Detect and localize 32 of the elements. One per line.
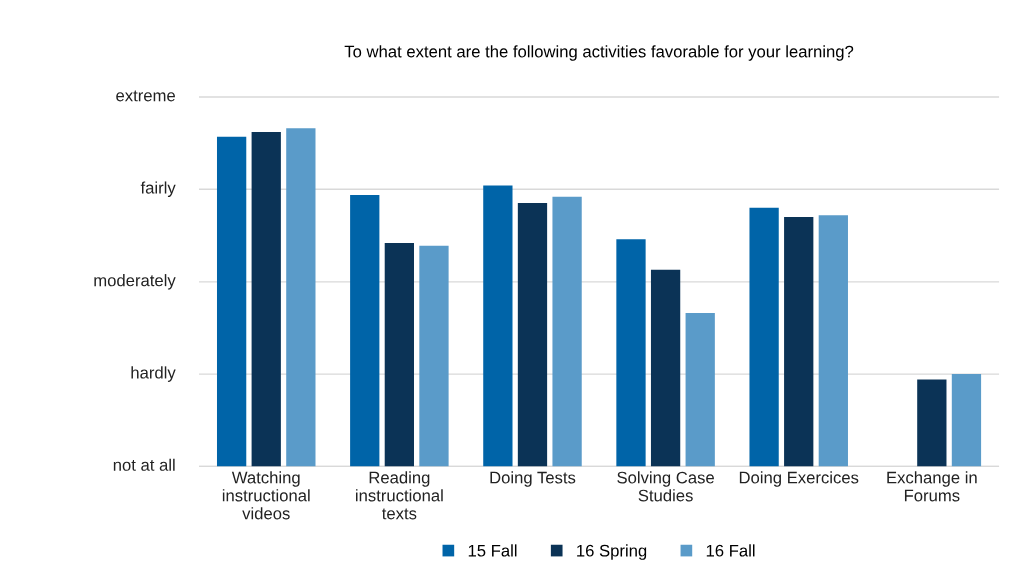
bar — [251, 132, 281, 467]
bar — [384, 242, 414, 467]
x-tick-label: Doing Tests — [490, 471, 576, 487]
bar — [818, 215, 848, 467]
bar — [917, 379, 947, 467]
bar — [419, 245, 449, 467]
bar — [616, 239, 646, 467]
bar — [784, 216, 814, 467]
x-tick-label: Exchange in Forums — [887, 471, 977, 502]
ref-line-label: fairly — [140, 181, 176, 197]
ref-line-label: extreme — [116, 90, 175, 102]
chart-title: To what extent are the following activities favorable for your learning? — [344, 45, 854, 61]
bar — [552, 196, 582, 467]
x-tick-label: Solving Case Studies — [617, 471, 714, 502]
legend-label: 15 Fall — [468, 544, 517, 557]
x-tick-label: Doing Exercices — [739, 471, 859, 487]
bar — [749, 207, 779, 467]
bar — [286, 128, 316, 467]
x-tick-label: Reading instructional texts — [356, 471, 443, 520]
bar — [951, 374, 982, 467]
x-tick-label: Watching instructional videos — [222, 471, 310, 520]
bar — [517, 203, 548, 467]
bar — [650, 269, 681, 467]
ref-line-label: moderately — [94, 274, 176, 290]
bar — [685, 312, 715, 467]
legend-label: 16 Fall — [706, 544, 755, 557]
ref-line-label: not at all — [113, 458, 175, 471]
legend-label: 16 Spring — [577, 544, 647, 560]
bar — [483, 185, 513, 467]
ref-line-label: hardly — [131, 366, 176, 382]
bar — [216, 136, 247, 467]
bar — [350, 194, 380, 467]
